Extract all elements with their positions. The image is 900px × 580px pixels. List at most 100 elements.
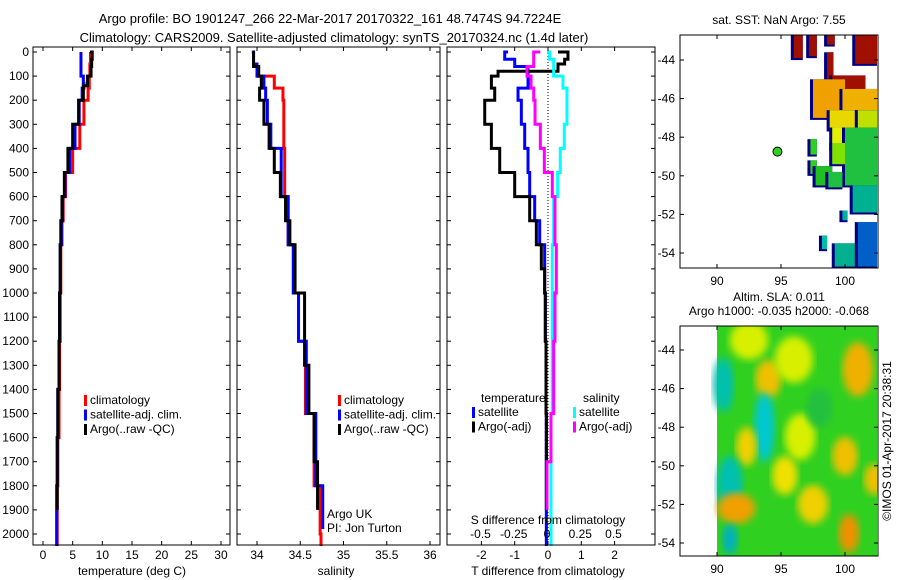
s-difference-legend-marker xyxy=(573,407,576,418)
copyright-text: ©IMOS 01-Apr-2017 20:38:31 xyxy=(880,361,894,521)
s-difference-tick-label: 0.25 xyxy=(569,527,593,541)
difference-series-line xyxy=(483,50,570,510)
s-difference-tick-label: -0.5 xyxy=(470,527,491,541)
sla-anomaly-blob xyxy=(736,427,757,466)
salinity-legend-title: salinity xyxy=(583,391,620,405)
sst-cell xyxy=(832,142,845,165)
sla-anomaly-blob xyxy=(832,436,858,476)
s-difference-tick-label: -0.25 xyxy=(500,527,528,541)
y-tick-label: 1000 xyxy=(2,286,29,300)
y-tick-label: 200 xyxy=(9,93,29,107)
temperature-series-line xyxy=(55,50,94,510)
x-tick-label: 0 xyxy=(40,548,47,562)
x-tick-label: 10 xyxy=(96,548,110,562)
x-tick-label: 1 xyxy=(578,548,585,562)
y-tick-label: 1500 xyxy=(2,407,29,421)
y-tick-label: 1300 xyxy=(2,358,29,372)
x-tick-label: 0 xyxy=(545,548,552,562)
salinity-legend-label: satellite-adj. clim. xyxy=(344,408,436,422)
sst-cell xyxy=(829,110,856,130)
sst-lat-tick-label: -46 xyxy=(658,92,676,106)
sst-lon-tick-label: 100 xyxy=(835,274,855,288)
salinity-legend-marker xyxy=(338,395,341,406)
y-tick-label: 600 xyxy=(9,190,29,204)
y-tick-label: 1900 xyxy=(2,503,29,517)
sst-cell xyxy=(834,243,858,267)
x-tick-label: 34.5 xyxy=(289,548,313,562)
sst-cell xyxy=(857,110,877,130)
sst-cell xyxy=(793,35,803,59)
salinity-x-axis-label: salinity xyxy=(318,564,355,578)
y-tick-label: 1600 xyxy=(2,431,29,445)
t-difference-legend-marker xyxy=(472,421,475,433)
x-tick-label: 36 xyxy=(423,548,437,562)
sst-field xyxy=(790,35,877,268)
sla-map-subtitle: Argo h1000: -0.035 h2000: -0.068 xyxy=(689,304,869,318)
sst-map-frame xyxy=(679,34,879,269)
difference-series-line xyxy=(525,50,558,510)
sst-cell xyxy=(828,171,843,188)
argo-float-marker xyxy=(772,146,783,157)
t-difference-legend-marker xyxy=(472,407,475,418)
sla-map-title: Altim. SLA: 0.011 xyxy=(733,290,825,304)
sla-lat-tick-label: -50 xyxy=(658,459,676,473)
temperature-legend-marker xyxy=(84,409,87,421)
sst-cell xyxy=(827,35,835,45)
x-tick-label: -1 xyxy=(509,548,520,562)
sla-lat-tick-label: -54 xyxy=(658,536,676,550)
sst-cell xyxy=(827,52,834,80)
x-tick-label: 30 xyxy=(214,548,228,562)
figure-title-line2: Climatology: CARS2009. Satellite-adjuste… xyxy=(80,30,589,45)
x-tick-label: 5 xyxy=(69,548,76,562)
sla-anomaly-blob xyxy=(842,342,874,397)
salinity-legend-marker xyxy=(338,409,341,421)
salinity-series-line xyxy=(252,50,323,547)
s-difference-legend-label: Argo(-adj) xyxy=(579,420,632,434)
temperature-legend-label: Argo(..raw -QC) xyxy=(90,422,175,436)
s-difference-legend-marker xyxy=(573,421,576,433)
sla-anomaly-blob xyxy=(722,523,738,555)
temperature-legend-title: temperature xyxy=(481,391,546,405)
sla-anomaly-blob xyxy=(754,392,775,462)
sst-cell xyxy=(821,235,828,250)
sst-lat-tick-label: -50 xyxy=(658,169,676,183)
t-difference-legend-label: satellite xyxy=(478,405,519,419)
x-tick-label: 35 xyxy=(337,548,351,562)
sst-cell xyxy=(855,35,877,64)
s-difference-tick-label: 0 xyxy=(544,527,551,541)
s-difference-axis-label: S difference from climatology xyxy=(471,513,626,527)
difference-plot-frame xyxy=(446,46,656,546)
sla-anomaly-blob xyxy=(806,388,833,428)
sla-anomaly-blob xyxy=(717,492,756,524)
sla-anomaly-blob xyxy=(772,456,798,495)
sla-lat-tick-label: -44 xyxy=(658,343,676,357)
y-tick-label: 1200 xyxy=(2,334,29,348)
sst-cell xyxy=(810,139,817,155)
sst-cell xyxy=(857,222,877,267)
sst-lat-tick-label: -48 xyxy=(658,130,676,144)
y-tick-label: 100 xyxy=(9,69,29,83)
salinity-plot-frame xyxy=(236,46,441,546)
difference-series-line xyxy=(547,50,569,547)
figure-title-line1: Argo profile: BO 1901247_266 22-Mar-2017… xyxy=(99,11,562,26)
sla-lat-tick-label: -48 xyxy=(658,420,676,434)
sst-cell xyxy=(842,88,877,111)
sst-map-title: sat. SST: NaN Argo: 7.55 xyxy=(712,13,846,27)
sla-anomaly-blob xyxy=(774,336,813,383)
sst-lon-tick-label: 95 xyxy=(774,274,788,288)
sst-cell xyxy=(842,210,848,221)
salinity-legend-label: climatology xyxy=(344,393,404,407)
t-difference-legend-label: Argo(-adj) xyxy=(478,420,531,434)
y-tick-label: 500 xyxy=(9,166,29,180)
salinity-legend-label: Argo(..raw -QC) xyxy=(344,422,429,436)
float-pi-text: PI: Jon Turton xyxy=(327,521,402,535)
y-tick-label: 1700 xyxy=(2,455,29,469)
sst-lon-tick-label: 90 xyxy=(710,274,724,288)
sst-cell xyxy=(809,35,817,57)
salinity-series-line xyxy=(252,50,320,510)
sla-anomaly-blob xyxy=(755,359,781,399)
y-tick-label: 900 xyxy=(9,262,29,276)
s-difference-tick-label: 0.5 xyxy=(605,527,622,541)
x-tick-label: 15 xyxy=(125,548,139,562)
